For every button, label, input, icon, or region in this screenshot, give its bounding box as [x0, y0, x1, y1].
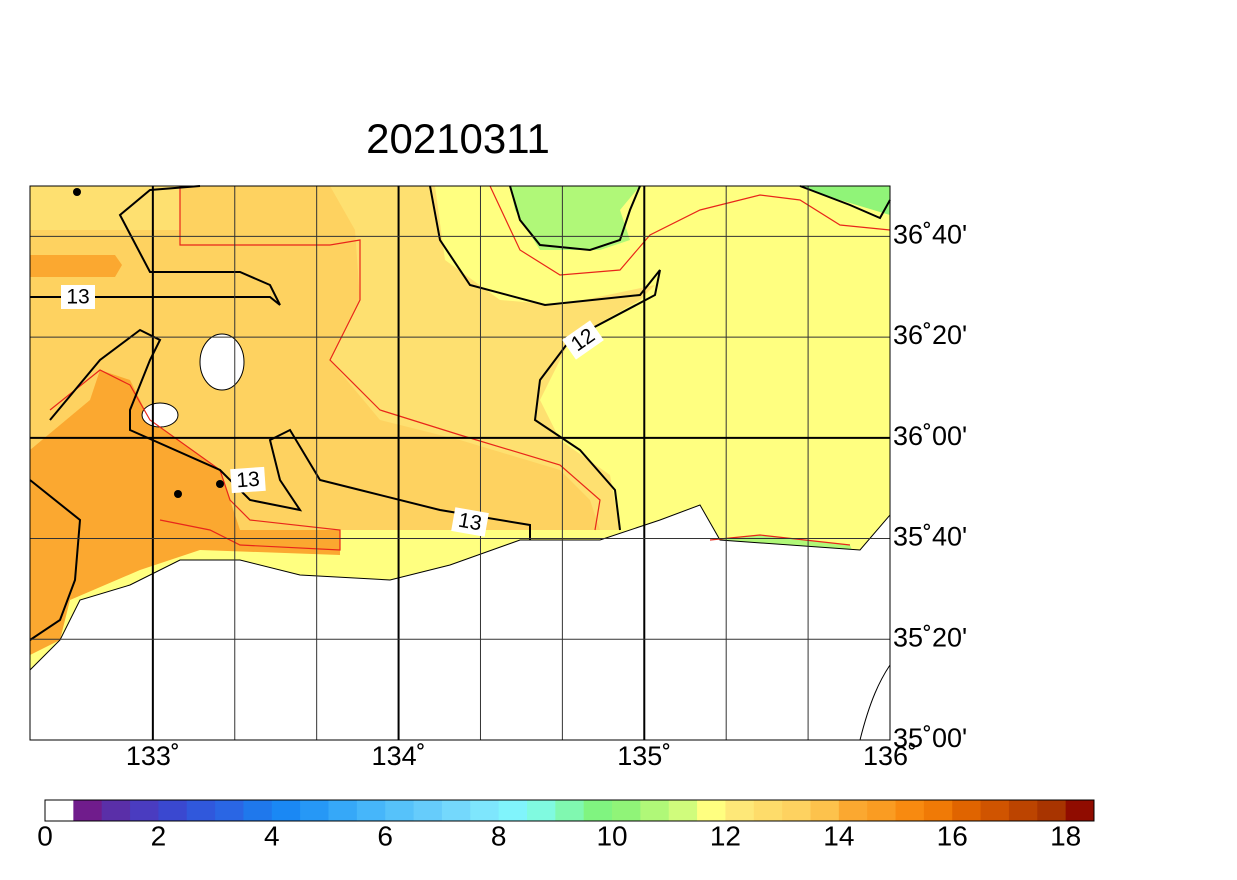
map-field: [29, 186, 891, 741]
field-region: [30, 370, 340, 655]
colorbar-swatch: [980, 800, 1010, 821]
colorbar-tick-label: 0: [37, 820, 53, 851]
contour-line: [429, 185, 661, 531]
colorbar-tick-label: 14: [823, 820, 854, 851]
contour-label-box: [230, 466, 266, 494]
colorbar-tick-label: 12: [710, 820, 741, 851]
colorbar-swatch: [753, 800, 783, 821]
contour-line: [29, 479, 82, 641]
field-region: [510, 186, 640, 250]
colorbar-swatch: [555, 800, 585, 821]
colorbar-swatch: [838, 800, 868, 821]
colorbar-tick-label: 10: [596, 820, 627, 851]
colorbar-swatch: [356, 800, 386, 821]
station-dot: [73, 188, 81, 196]
contour-label-box: [451, 507, 489, 537]
contour-line: [489, 185, 891, 276]
contour-line: [30, 185, 281, 306]
contour-line: [509, 185, 641, 252]
colorbar-tick-label: 18: [1050, 820, 1081, 851]
colorbar-swatch: [725, 800, 755, 821]
colorbar-swatch: [923, 800, 953, 821]
contour-label: 13: [451, 507, 489, 537]
contour-label-box: [562, 320, 604, 360]
lat-tick-label: 36˚00': [893, 421, 967, 451]
colorbar-swatch: [1008, 800, 1038, 821]
lat-tick-label: 36˚40': [893, 219, 967, 249]
colorbar-frame: [44, 799, 1095, 822]
contour-label-box: [61, 285, 95, 309]
contours: [29, 185, 891, 641]
colorbar-swatch: [130, 800, 159, 821]
station-dot: [216, 480, 224, 488]
colorbar-tick-label: 16: [937, 820, 968, 851]
contour-line: [49, 328, 531, 540]
colorbar-tick-label: 6: [377, 820, 393, 851]
contour-label-text: 13: [456, 509, 483, 536]
colorbar-tick-label: 2: [151, 820, 167, 851]
lon-tick-label: 136˚: [863, 741, 917, 771]
colorbar-swatch: [697, 800, 726, 821]
colorbar-swatch: [952, 800, 982, 821]
colorbar-swatch: [101, 800, 131, 821]
station-dot: [174, 490, 182, 498]
colorbar-swatch: [583, 800, 613, 821]
colorbar-swatch: [895, 800, 925, 821]
colorbar-swatch: [470, 800, 500, 821]
lat-tick-label: 35˚00': [893, 723, 967, 753]
colorbar-tick-label: 4: [264, 820, 280, 851]
contour-label: 12: [562, 320, 604, 360]
colorbar-swatch: [186, 800, 216, 821]
island: [199, 333, 245, 391]
contour-label-text: 13: [236, 468, 261, 493]
map-title: 20210311: [366, 115, 550, 162]
colorbar-swatch: [300, 800, 330, 821]
colorbar-swatch: [73, 800, 103, 821]
contour-line: [799, 185, 891, 220]
colorbar-swatch: [640, 800, 670, 821]
axis-labels: 133˚ 134˚ 135˚ 136˚ 36˚40' 36˚20' 36˚00' 35˚40'…: [126, 219, 967, 771]
colorbar-swatch: [413, 800, 443, 821]
colorbar-swatch: [385, 800, 415, 821]
colorbar: 0 2 4 6 8 10 12 14 16 18: [37, 799, 1095, 851]
contour-line: [179, 186, 601, 531]
stations: [73, 188, 224, 498]
graticule: [30, 186, 890, 740]
lon-tick-label: 133˚: [126, 741, 180, 771]
colorbar-swatch: [1065, 800, 1095, 821]
colorbar-swatch: [271, 800, 301, 821]
colorbar-swatch: [215, 800, 244, 821]
contour-labels: 13 12 13 13: [61, 285, 604, 537]
colorbar-swatch: [782, 800, 811, 821]
colorbar-swatch: [612, 800, 641, 821]
lat-tick-label: 36˚20': [893, 320, 967, 350]
colorbar-swatch: [1037, 800, 1067, 821]
colorbar-tick-label: 8: [491, 820, 507, 851]
lon-tick-label: 135˚: [617, 741, 671, 771]
field-region: [30, 255, 122, 277]
colorbar-swatch: [668, 800, 698, 821]
colorbar-swatch: [158, 800, 188, 821]
colorbar-swatch: [441, 800, 471, 821]
coastline: [859, 664, 891, 741]
lat-tick-label: 35˚20': [893, 622, 967, 652]
colorbar-swatch: [867, 800, 897, 821]
contour-label: 13: [61, 285, 95, 309]
lon-tick-label: 134˚: [372, 741, 426, 771]
contour-label: 13: [230, 466, 266, 494]
contour-label-text: 13: [66, 286, 89, 309]
colorbar-swatch: [45, 800, 74, 821]
colorbar-swatch: [243, 800, 273, 821]
lat-tick-label: 35˚40': [893, 522, 967, 552]
colorbar-swatch: [328, 800, 358, 821]
colorbar-swatch: [810, 800, 840, 821]
field-region: [800, 186, 890, 215]
colorbar-swatch: [526, 800, 556, 821]
map-frame: [29, 185, 891, 741]
colorbar-swatch: [498, 800, 528, 821]
